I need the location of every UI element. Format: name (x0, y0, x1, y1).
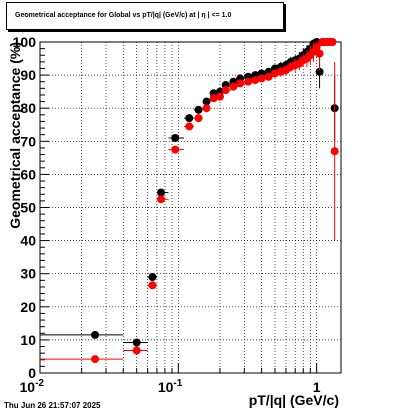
data-point (132, 338, 141, 347)
chart-title: Geometrical acceptance for Global vs pT/… (6, 2, 284, 30)
x-axis-label: pT/|q| (GeV/c) (249, 392, 339, 408)
y-tick-label: 40 (20, 233, 36, 249)
data-point (202, 97, 211, 106)
x-tick-label: 10-1 (158, 378, 183, 395)
y-axis-label: Geometrical acceptance (%) (7, 42, 23, 229)
data-point (315, 67, 324, 76)
grid-layer (40, 42, 341, 373)
data-point (194, 105, 203, 114)
y-tick-label: 30 (20, 266, 36, 282)
data-point (185, 122, 194, 131)
data-point (202, 104, 211, 113)
y-tick-label: 90 (20, 67, 36, 83)
data-point (132, 346, 141, 355)
data-point (236, 79, 245, 88)
series-black (40, 38, 339, 347)
data-point (171, 145, 180, 154)
data-point (264, 72, 273, 81)
x-tick-label: 1 (313, 379, 321, 395)
data-point (157, 195, 166, 204)
data-point (215, 92, 224, 101)
data-point (229, 82, 238, 91)
data-point (171, 133, 180, 142)
series-layer (40, 38, 339, 364)
data-point (251, 76, 260, 85)
data-point (221, 85, 230, 94)
data-point (148, 273, 157, 282)
series-red (40, 38, 339, 364)
data-point (194, 114, 203, 123)
axis-layer: 0 10 20 30 40 50 60 70 80 90 100 10-2 10-1 1 (13, 34, 321, 395)
data-point (148, 281, 157, 290)
y-tick-label: 70 (20, 133, 36, 149)
data-point (157, 188, 166, 197)
y-tick-label: 80 (20, 100, 36, 116)
data-point (209, 94, 218, 103)
data-point (315, 49, 324, 58)
data-point (312, 42, 321, 51)
data-point (257, 74, 266, 83)
y-tick-label: 50 (20, 200, 36, 216)
timestamp: Thu Jun 26 21:57:07 2025 (4, 401, 101, 410)
data-point (185, 114, 194, 123)
y-tick-label: 10 (20, 332, 36, 348)
y-tick-label: 0 (28, 365, 36, 381)
y-tick-label: 20 (20, 299, 36, 315)
data-point (330, 147, 339, 156)
data-point (91, 355, 100, 364)
data-point (328, 38, 337, 46)
x-tick-label: 10-2 (20, 378, 45, 395)
y-tick-label: 60 (20, 166, 36, 182)
data-point (244, 77, 253, 86)
data-point (91, 330, 100, 339)
y-tick-label: 100 (13, 34, 37, 50)
